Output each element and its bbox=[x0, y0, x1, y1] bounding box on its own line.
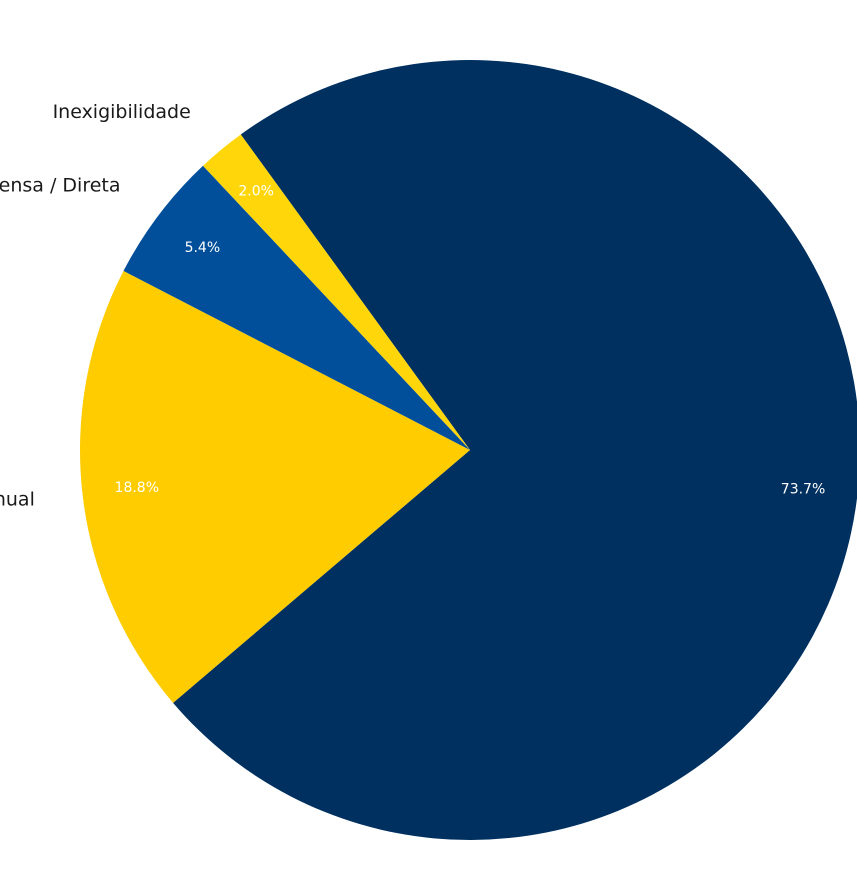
pie-slice-1 bbox=[79, 270, 470, 703]
pie-slice-category-label: Renovação Anual bbox=[0, 488, 35, 510]
pie-slice-0 bbox=[173, 60, 857, 840]
labels-layer: 73.7%Pregão Eletrônico18.8%Renovação Anu… bbox=[0, 101, 825, 510]
pie-slice-percent-label: 2.0% bbox=[238, 184, 274, 200]
pie-slice-3 bbox=[202, 134, 470, 450]
pie-slice-percent-label: 18.8% bbox=[115, 480, 159, 496]
pie-slice-percent-label: 5.4% bbox=[185, 240, 221, 256]
pie-slice-category-label: Inexigibilidade bbox=[53, 101, 191, 123]
pie-slice-percent-label: 73.7% bbox=[781, 482, 825, 498]
pie-slice-2 bbox=[123, 165, 471, 450]
slices-layer bbox=[79, 60, 857, 840]
pie-slice-category-label: Dispensa / Direta bbox=[0, 175, 120, 197]
